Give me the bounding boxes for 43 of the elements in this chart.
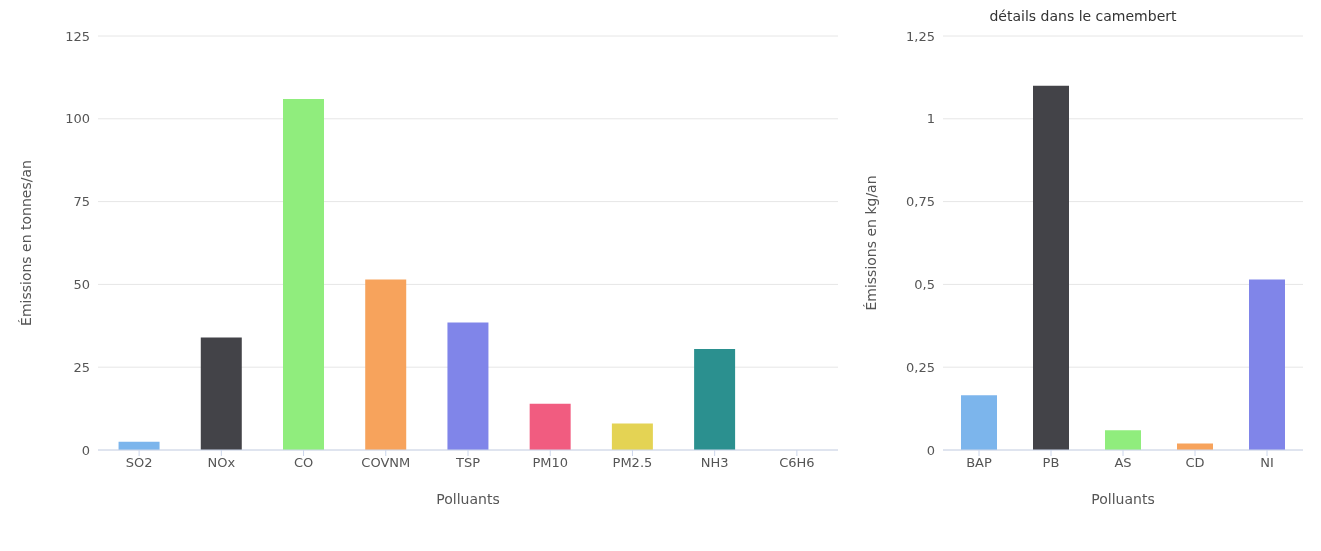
x-axis-title: Polluants [1091,491,1155,507]
y-tick-label: 0 [926,442,935,458]
y-tick-label: 1 [926,111,935,127]
x-tick-label: AS [1114,455,1132,471]
bar [200,337,242,450]
y-tick-label: 100 [65,111,90,127]
x-tick-label: COVNM [361,455,411,471]
chart-title: détails dans le camembert [988,8,1178,24]
x-tick-label: TSP [454,455,481,471]
x-tick-label: CD [1185,455,1205,471]
x-tick-label: C6H6 [779,455,815,471]
bar [529,403,571,450]
x-axis-title: Polluants [436,491,500,507]
y-tick-label: 125 [65,28,90,44]
bar [1033,85,1069,450]
y-tick-label: 1,25 [906,28,935,44]
x-tick-label: SO2 [125,455,153,471]
bar [694,348,736,450]
x-tick-label: PB [1042,455,1060,471]
bar [1249,279,1285,450]
bar [365,279,407,450]
bar [611,423,653,450]
x-tick-label: CO [293,455,314,471]
bar [1177,443,1213,450]
y-tick-label: 0,25 [906,359,935,375]
y-tick-label: 50 [73,277,90,293]
y-tick-label: 75 [73,194,90,210]
bar [961,395,997,450]
y-tick-label: 25 [73,359,90,375]
y-tick-label: 0,75 [906,194,935,210]
bar [283,98,324,450]
x-tick-label: BAP [966,455,992,471]
bar [447,322,489,450]
y-tick-label: 0 [81,442,90,458]
x-tick-label: NI [1260,455,1274,471]
x-tick-label: PM2.5 [612,455,653,471]
y-axis-title: Émissions en tonnes/an [17,160,34,326]
y-tick-label: 0,5 [914,277,935,293]
bar [1105,430,1141,450]
x-tick-label: NH3 [700,455,729,471]
x-tick-label: NOx [207,455,236,471]
x-tick-label: PM10 [532,455,569,471]
y-axis-title: Émissions en kg/an [862,175,879,311]
